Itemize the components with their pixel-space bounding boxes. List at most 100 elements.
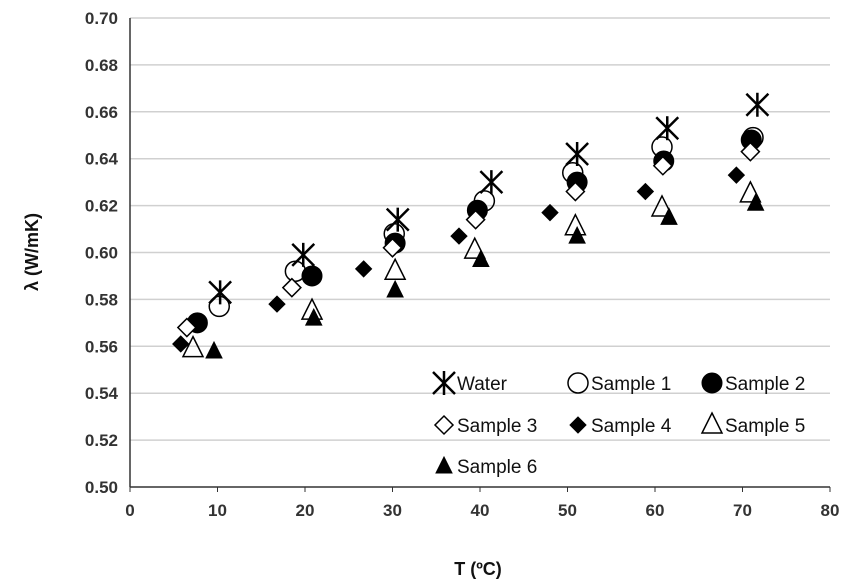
triangle-open-shape [181,334,205,358]
data-point [472,249,490,268]
data-point [727,166,746,184]
y-tick-label: 0.50 [85,478,118,497]
triangle-open-shape [739,180,762,203]
data-point [181,334,205,358]
triangle-filled-shape [472,249,490,268]
data-point [383,257,407,281]
legend-item: Sample 1 [567,372,671,395]
legend-marker [700,411,724,434]
diamond-filled-shape [636,182,655,201]
triangle-filled-shape [386,279,404,298]
legend-item: Sample 6 [435,455,537,478]
triangle-open-shape [650,194,674,217]
data-point [450,227,468,245]
triangle-filled-shape [304,308,323,326]
data-point [740,141,761,162]
legend-marker [567,372,589,394]
x-tick-label: 70 [733,501,752,520]
data-point [650,194,674,217]
legend-marker [432,371,456,395]
data-point [565,142,590,167]
data-point [281,277,302,298]
legend-label: Sample 4 [591,416,672,437]
data-point [636,182,655,201]
legend-item: Sample 2 [701,372,805,395]
data-point [291,242,316,267]
x-tick-label: 60 [646,501,665,520]
data-point [385,207,410,232]
data-point [652,155,673,176]
diamond-open-shape [465,209,486,230]
diamond-filled-shape [541,203,559,222]
data-point [301,265,323,287]
data-point [479,170,504,195]
legend-marker [569,416,587,434]
data-point [172,335,190,353]
data-point [746,193,765,211]
y-tick-label: 0.56 [85,337,118,356]
data-point [655,116,680,141]
series-water [208,92,770,305]
triangle-filled-shape [435,455,453,474]
y-tick-label: 0.68 [85,56,118,75]
circle-open-shape [567,372,589,394]
data-point [205,340,223,359]
y-tick-label: 0.70 [85,9,118,28]
y-tick-label: 0.60 [85,244,118,263]
data-point [208,295,230,318]
diamond-open-shape [281,277,302,298]
legend: Water Sample 1 Sample 2 Sample 3 Sample 4 Sam… [432,371,805,478]
legend-label: Sample 5 [725,416,805,437]
x-tick-label: 30 [383,501,402,520]
diamond-open-shape [176,317,197,338]
data-point [739,180,762,203]
y-tick-label: 0.52 [85,431,118,450]
triangle-filled-shape [568,225,586,244]
circle-open-shape [208,295,230,318]
data-point [465,209,486,230]
data-point [745,92,770,117]
diamond-open-shape [652,155,673,176]
data-point [541,203,559,222]
diamond-filled-shape [727,166,746,184]
data-point [268,295,286,313]
diamond-open-shape [382,237,403,258]
data-point [382,237,403,258]
legend-item: Water [432,371,508,395]
x-axis-label: T (ºC) [454,559,502,579]
legend-item: Sample 5 [700,411,805,437]
x-tick-label: 40 [471,501,490,520]
diamond-filled-shape [172,335,190,353]
x-tick-label: 50 [558,501,577,520]
data-points [172,92,770,359]
legend-label: Water [457,374,508,395]
data-point [463,236,486,259]
triangle-open-shape [700,411,724,434]
circle-filled-shape [301,265,323,287]
data-point [354,260,373,278]
diamond-filled-shape [354,260,373,278]
diamond-filled-shape [268,295,286,313]
data-point [568,225,586,244]
triangle-filled-shape [746,193,765,211]
data-point [304,308,323,326]
diamond-open-shape [433,414,455,436]
data-point [386,279,404,298]
triangle-open-shape [383,257,407,281]
legend-label: Sample 6 [457,457,537,478]
legend-marker [435,455,453,474]
diamond-filled-shape [450,227,468,245]
legend-label: Sample 3 [457,416,537,437]
legend-marker [701,372,723,394]
y-axis-label: λ (W/mK) [22,213,42,291]
legend-marker [433,414,455,436]
x-tick-label: 10 [208,501,227,520]
y-tick-label: 0.64 [85,150,119,169]
diamond-filled-shape [569,416,587,434]
x-tick-label: 80 [821,501,840,520]
series-sample-3 [176,141,761,338]
y-tick-label: 0.66 [85,103,118,122]
x-tick-label: 20 [296,501,315,520]
series-sample-4 [172,166,746,353]
